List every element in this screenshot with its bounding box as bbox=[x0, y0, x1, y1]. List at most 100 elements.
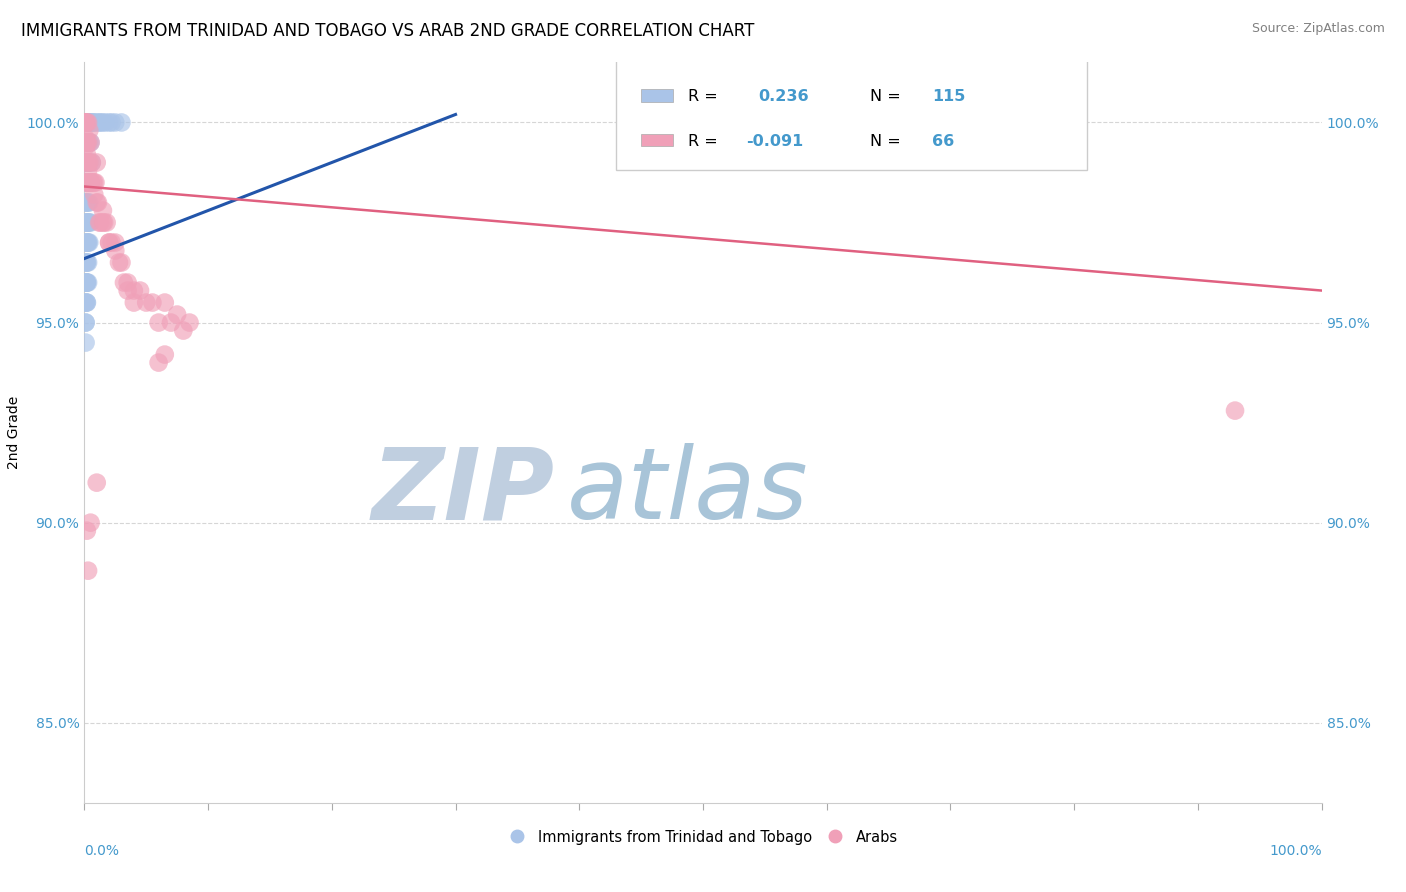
Point bbox=[76, 235, 98, 250]
Point bbox=[75, 155, 97, 169]
Text: 115: 115 bbox=[932, 89, 966, 104]
Point bbox=[104, 244, 127, 258]
Point bbox=[77, 276, 100, 290]
Point bbox=[77, 195, 100, 210]
Point bbox=[76, 147, 98, 161]
Point bbox=[77, 564, 100, 578]
Point bbox=[141, 295, 163, 310]
Point bbox=[75, 115, 97, 129]
Point bbox=[80, 115, 103, 129]
Point bbox=[73, 115, 96, 129]
Point bbox=[75, 295, 97, 310]
Legend: Immigrants from Trinidad and Tobago, Arabs: Immigrants from Trinidad and Tobago, Ara… bbox=[502, 824, 904, 851]
Point bbox=[104, 115, 127, 129]
Point bbox=[77, 235, 100, 250]
Point bbox=[77, 155, 100, 169]
Point bbox=[76, 215, 98, 229]
Point bbox=[73, 115, 96, 129]
Point bbox=[75, 195, 97, 210]
Point bbox=[86, 195, 108, 210]
Point bbox=[75, 115, 97, 129]
Point bbox=[73, 115, 96, 129]
Text: 0.236: 0.236 bbox=[759, 89, 810, 104]
Point bbox=[76, 176, 98, 190]
Point bbox=[75, 115, 97, 129]
Point bbox=[110, 115, 132, 129]
Point bbox=[79, 235, 101, 250]
Point bbox=[76, 115, 98, 129]
Point bbox=[76, 115, 98, 129]
Point bbox=[76, 155, 98, 169]
Point bbox=[79, 136, 101, 150]
Point bbox=[117, 276, 139, 290]
Point bbox=[80, 155, 103, 169]
Point bbox=[79, 136, 101, 150]
FancyBboxPatch shape bbox=[641, 134, 673, 146]
Point bbox=[86, 115, 108, 129]
Point bbox=[79, 115, 101, 129]
Point bbox=[79, 176, 101, 190]
Point bbox=[80, 155, 103, 169]
Point bbox=[179, 316, 201, 330]
Text: ZIP: ZIP bbox=[371, 443, 554, 541]
Point bbox=[73, 115, 96, 129]
Text: R =: R = bbox=[688, 134, 723, 149]
Point bbox=[77, 163, 100, 178]
Point bbox=[75, 295, 97, 310]
Point bbox=[1223, 403, 1246, 417]
Text: R =: R = bbox=[688, 89, 723, 104]
Point bbox=[77, 215, 100, 229]
Point bbox=[98, 235, 121, 250]
Point bbox=[75, 115, 97, 129]
Text: 66: 66 bbox=[932, 134, 955, 149]
Point bbox=[76, 295, 98, 310]
Point bbox=[75, 115, 97, 129]
Point bbox=[135, 295, 157, 310]
Point bbox=[73, 115, 96, 129]
Point bbox=[79, 123, 101, 137]
Point bbox=[76, 176, 98, 190]
Point bbox=[100, 235, 122, 250]
Point bbox=[75, 115, 97, 129]
Point bbox=[75, 176, 97, 190]
Point bbox=[75, 115, 97, 129]
Point bbox=[75, 255, 97, 269]
Point bbox=[75, 115, 97, 129]
Text: 0.0%: 0.0% bbox=[84, 844, 120, 857]
Point bbox=[73, 115, 96, 129]
Point bbox=[83, 115, 105, 129]
Point bbox=[75, 115, 97, 129]
Point bbox=[160, 316, 183, 330]
Point bbox=[76, 176, 98, 190]
Point bbox=[76, 115, 98, 129]
Point bbox=[77, 136, 100, 150]
Point bbox=[77, 136, 100, 150]
Point bbox=[93, 215, 115, 229]
Point bbox=[76, 276, 98, 290]
Text: IMMIGRANTS FROM TRINIDAD AND TOBAGO VS ARAB 2ND GRADE CORRELATION CHART: IMMIGRANTS FROM TRINIDAD AND TOBAGO VS A… bbox=[21, 22, 755, 40]
Point bbox=[89, 215, 111, 229]
Point bbox=[76, 524, 98, 538]
Point bbox=[75, 115, 97, 129]
Point bbox=[75, 115, 97, 129]
Point bbox=[75, 276, 97, 290]
Point bbox=[76, 235, 98, 250]
Point bbox=[82, 115, 104, 129]
Point bbox=[89, 115, 111, 129]
Point bbox=[100, 115, 122, 129]
Point bbox=[79, 516, 101, 530]
Point bbox=[73, 115, 96, 129]
Text: atlas: atlas bbox=[567, 443, 808, 541]
Point bbox=[75, 316, 97, 330]
Point bbox=[122, 295, 145, 310]
Point bbox=[77, 115, 100, 129]
Point bbox=[75, 276, 97, 290]
Point bbox=[73, 115, 96, 129]
Point bbox=[73, 115, 96, 129]
Point bbox=[91, 203, 114, 218]
Point bbox=[75, 115, 97, 129]
Point bbox=[75, 136, 97, 150]
Point bbox=[76, 295, 98, 310]
Point bbox=[117, 284, 139, 298]
Point bbox=[83, 187, 105, 202]
